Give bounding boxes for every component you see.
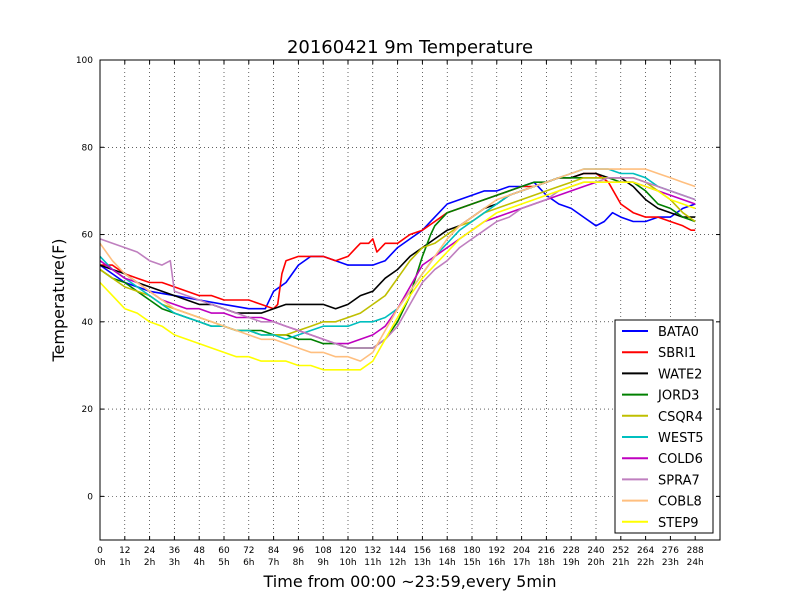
x-tick-label: 240 (587, 546, 604, 556)
x-tick-sublabel: 5h (218, 558, 229, 568)
x-tick-label: 228 (563, 546, 580, 556)
x-tick-sublabel: 19h (563, 558, 580, 568)
x-tick-sublabel: 21h (612, 558, 629, 568)
series-lines (99, 168, 696, 371)
x-tick-label: 36 (169, 546, 181, 556)
x-axis-label: Time from 00:00 ~23:59,every 5min (263, 572, 557, 591)
legend-label: WEST5 (658, 431, 704, 446)
chart-title: 20160421 9m Temperature (287, 37, 533, 58)
x-tick-sublabel: 6h (243, 558, 254, 568)
x-tick-sublabel: 7h (268, 558, 279, 568)
y-tick-label: 100 (76, 56, 93, 66)
series-line-wate2 (99, 172, 696, 314)
x-tick-sublabel: 4h (193, 558, 204, 568)
x-tick-label: 60 (218, 546, 230, 556)
x-tick-label: 204 (513, 546, 530, 556)
y-tick-label: 40 (82, 318, 94, 328)
x-tick-label: 216 (538, 546, 555, 556)
x-tick-sublabel: 0h (94, 558, 105, 568)
y-axis-label: Temperature(F) (49, 238, 68, 362)
x-tick-sublabel: 9h (317, 558, 328, 568)
legend-label: BATA0 (658, 325, 699, 340)
x-tick-sublabel: 24h (687, 558, 704, 568)
x-tick-sublabel: 16h (488, 558, 505, 568)
series-line-jord3 (99, 177, 696, 349)
x-tick-sublabel: 17h (513, 558, 530, 568)
x-tick-label: 144 (389, 546, 406, 556)
x-tick-sublabel: 20h (587, 558, 604, 568)
legend-label: STEP9 (658, 516, 699, 531)
y-tick-label: 20 (82, 405, 94, 415)
series-line-bata0 (99, 181, 696, 310)
x-tick-label: 72 (243, 546, 254, 556)
series-line-cobl8 (99, 168, 696, 362)
x-tick-label: 168 (439, 546, 456, 556)
legend-label: WATE2 (658, 367, 702, 382)
x-tick-label: 12 (119, 546, 130, 556)
x-tick-label: 24 (144, 546, 156, 556)
x-tick-sublabel: 3h (169, 558, 180, 568)
x-tick-sublabel: 1h (119, 558, 130, 568)
x-tick-label: 120 (339, 546, 356, 556)
y-tick-label: 60 (82, 231, 94, 241)
legend-label: COBL8 (658, 495, 702, 510)
x-tick-label: 264 (637, 546, 654, 556)
x-tick-label: 180 (463, 546, 480, 556)
x-tick-sublabel: 11h (364, 558, 381, 568)
legend-label: CSQR4 (658, 410, 703, 425)
legend-label: JORD3 (657, 389, 699, 404)
y-tick-label: 80 (82, 143, 94, 153)
x-tick-label: 0 (97, 546, 103, 556)
plot-frame (99, 59, 721, 541)
x-tick-sublabel: 8h (293, 558, 304, 568)
x-tick-sublabel: 2h (144, 558, 155, 568)
x-tick-label: 288 (687, 546, 704, 556)
x-tick-label: 132 (364, 546, 381, 556)
legend-label: COLD6 (658, 452, 703, 467)
x-tick-label: 108 (315, 546, 332, 556)
legend-label: SPRA7 (658, 473, 700, 488)
x-tick-sublabel: 13h (414, 558, 431, 568)
legend-label: SBRI1 (658, 346, 696, 361)
x-tick-sublabel: 15h (463, 558, 480, 568)
x-tick-label: 84 (268, 546, 280, 556)
legend-box (614, 319, 714, 534)
x-tick-sublabel: 12h (389, 558, 406, 568)
series-line-cold6 (99, 181, 696, 345)
x-tick-sublabel: 10h (339, 558, 356, 568)
x-tick-label: 96 (293, 546, 305, 556)
y-tick-label: 0 (87, 492, 93, 502)
x-tick-sublabel: 23h (662, 558, 679, 568)
axis-ticks: 0 0h 12 1h 24 2h 36 3h 48 4h 60 5h 72 6h 84 7h 96 8h 108 9h… (76, 56, 720, 568)
x-tick-sublabel: 14h (439, 558, 456, 568)
x-tick-sublabel: 22h (637, 558, 654, 568)
x-tick-label: 252 (612, 546, 629, 556)
x-tick-label: 276 (662, 546, 679, 556)
x-tick-label: 192 (488, 546, 505, 556)
x-tick-label: 156 (414, 546, 431, 556)
x-tick-label: 48 (193, 546, 205, 556)
legend: BATA0 SBRI1 WATE2 JORD3 CSQR4 WEST5 COLD6 SPRA7… (614, 319, 714, 534)
series-line-step9 (99, 181, 696, 371)
x-tick-sublabel: 18h (538, 558, 555, 568)
